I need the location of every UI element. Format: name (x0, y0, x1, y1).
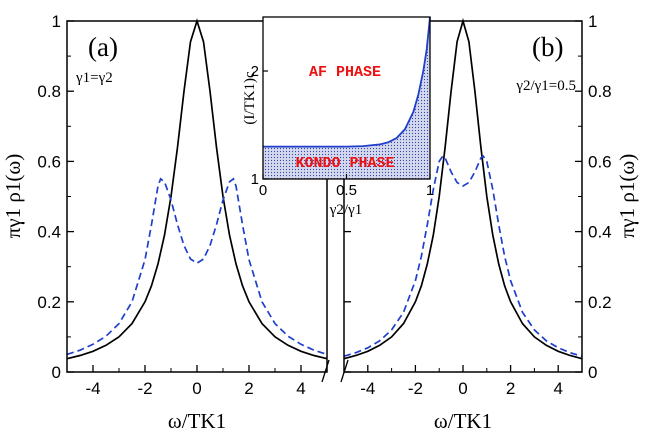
inset-x-axis-label: γ2/γ1 (329, 202, 362, 218)
b-x-tick-label: 0 (458, 379, 467, 398)
b-y-tick-label: 1 (588, 12, 597, 31)
a-x-tick-label: 2 (244, 379, 253, 398)
a-y-tick-label: 0.6 (37, 152, 61, 171)
a-y-tick-label: 0.4 (37, 223, 61, 242)
a-y-tick-label: 0 (52, 363, 61, 382)
axis-break-mark-right (340, 359, 349, 383)
inset-region-af-label: AF PHASE (309, 64, 381, 81)
inset-phase-boundary-line (263, 16, 431, 148)
inset: 0 0.5 1 12 AF PHASE KONDO PHASE γ2/γ1 (I/T… (242, 16, 434, 218)
panel-a-label: (a) (88, 32, 118, 62)
b-y-tick-label: 0.4 (588, 223, 612, 242)
panel-b-label: (b) (532, 32, 563, 62)
panel-a: -4 -2 0 2 4 0 0.2 0.4 0.6 0.8 1 (a) γ1=γ2 ω/TK1 π… (1, 12, 328, 433)
inset-y-ticks: 12 (251, 63, 268, 188)
a-y-tick-label: 0.8 (37, 82, 61, 101)
panel-a-y-axis-label: πγ1 ρ1(ω) (1, 154, 25, 238)
a-x-tick-label: 4 (296, 379, 305, 398)
inset-x-tick-label: 0.5 (336, 182, 357, 199)
panel-a-annotation: γ1=γ2 (75, 70, 113, 86)
b-y-tick-label: 0 (588, 363, 597, 382)
inset-x-ticks: 0 0.5 1 (259, 174, 434, 199)
panel-a-x-ticks: -4 -2 0 2 4 (66, 365, 328, 398)
b-series-dashed-line (343, 154, 583, 358)
inset-plot-area (263, 16, 431, 179)
inset-y-tick-label: 1 (251, 171, 259, 188)
a-y-tick-label: 0.2 (37, 293, 61, 312)
inset-x-tick-label: 0 (259, 182, 267, 199)
a-x-tick-label: -2 (137, 379, 152, 398)
panel-b-y-axis-label: πγ1 ρ1(ω) (615, 154, 639, 238)
inset-region-kondo-label: KONDO PHASE (295, 155, 394, 172)
panel-b-x-axis-label: ω/TK1 (434, 409, 492, 433)
panel-a-x-axis-label: ω/TK1 (168, 409, 226, 433)
a-series-dashed-line (66, 177, 328, 356)
b-x-tick-label: -4 (360, 379, 375, 398)
b-x-tick-label: -2 (408, 379, 423, 398)
inset-x-tick-label: 1 (426, 182, 434, 199)
panel-b-annotation: γ2/γ1=0.5 (515, 78, 576, 94)
b-y-tick-label: 0.8 (588, 82, 612, 101)
panel-b-y-ticks: 0 0.2 0.4 0.6 0.8 1 (344, 12, 612, 382)
panel-a-y-ticks: 0 0.2 0.4 0.6 0.8 1 (37, 12, 74, 382)
b-x-tick-label: 2 (506, 379, 515, 398)
b-x-tick-label: 4 (553, 379, 562, 398)
inset-y-tick-label: 2 (251, 63, 259, 80)
axis-break-mark-left (321, 359, 330, 383)
a-x-tick-label: -4 (85, 379, 100, 398)
inset-y-axis-label: (I/TK1)c (242, 71, 258, 125)
panel-b-x-ticks: -4 -2 0 2 4 (343, 365, 583, 398)
b-y-tick-label: 0.2 (588, 293, 612, 312)
a-x-tick-label: 0 (192, 379, 201, 398)
b-y-tick-label: 0.6 (588, 152, 612, 171)
a-y-tick-label: 1 (52, 12, 61, 31)
panel-b: -4 -2 0 2 4 0 0.2 0.4 0.6 0.8 1 (b) γ2/γ1=0.5 ω/T… (343, 12, 639, 433)
